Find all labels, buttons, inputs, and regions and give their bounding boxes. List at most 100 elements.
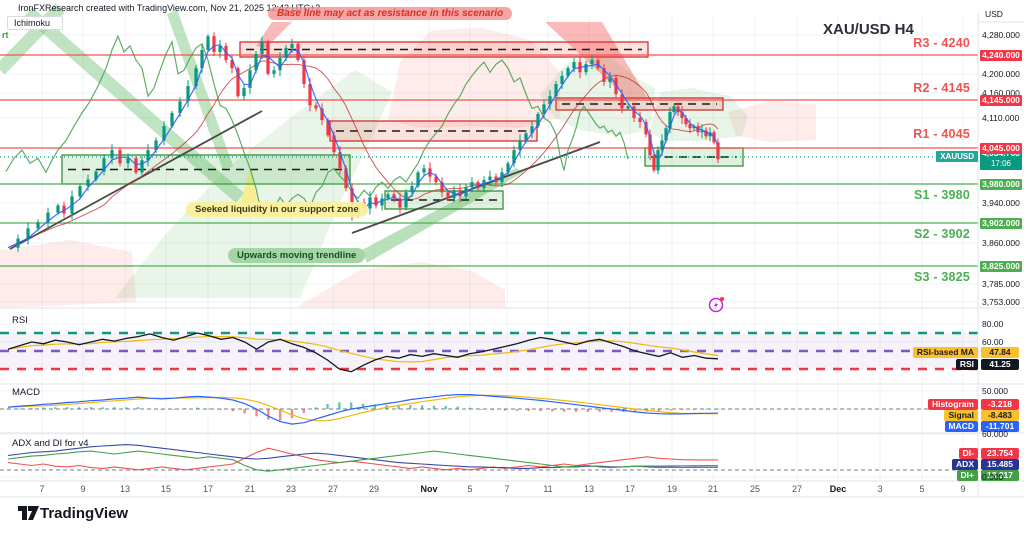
- candle-body: [248, 70, 252, 89]
- rsi-tick-label: 60.00: [982, 337, 1004, 347]
- legend-fragment: rt: [2, 30, 9, 40]
- candle-body: [154, 140, 158, 151]
- trendline: [351, 141, 601, 234]
- level-label-r3: R3 - 4240: [913, 36, 970, 50]
- candle-body: [254, 53, 258, 71]
- time-axis-label: 27: [791, 484, 803, 494]
- indicator-legend-ichimoku[interactable]: Ichimoku: [7, 16, 64, 30]
- price-tick-label: 4,110.000: [982, 113, 1020, 123]
- candle-body: [530, 126, 534, 134]
- candle-body: [302, 60, 306, 84]
- candle-body: [206, 36, 210, 50]
- rsi-label: RSI: [955, 359, 978, 370]
- level-label-s2: S2 - 3902: [913, 227, 970, 241]
- panel-title-macd[interactable]: MACD: [12, 387, 40, 398]
- candle-body: [554, 83, 558, 97]
- level-price-badge-s3: 3,825.000: [980, 261, 1022, 272]
- candle-body: [62, 205, 66, 214]
- candle-body: [308, 83, 312, 106]
- candle-body: [536, 113, 540, 127]
- callout-pointer: [240, 168, 258, 204]
- rsi-ma-value: 47.84: [981, 347, 1019, 358]
- attribution-text: IronFXResearch created with TradingView.…: [18, 3, 321, 13]
- macd-histogram-bar: [586, 409, 590, 412]
- adx-dip-label: DI+: [956, 470, 978, 481]
- tradingview-logo-icon[interactable]: [18, 506, 40, 522]
- candle-body: [78, 186, 82, 197]
- candle-body: [212, 36, 216, 52]
- level-label-s3: S3 - 3825: [913, 270, 970, 284]
- callout-liquidity-support[interactable]: Seeked liquidity in our support zone: [186, 202, 368, 217]
- candle-body: [278, 58, 282, 71]
- time-axis-label: 17: [202, 484, 214, 494]
- candle-body: [660, 140, 664, 151]
- macd-hist-label: Histogram: [927, 399, 978, 410]
- candle-body: [680, 111, 684, 119]
- macd-histogram-bar: [491, 409, 495, 411]
- time-axis-label: 13: [119, 484, 131, 494]
- tenkan-sen-line: [7, 44, 719, 249]
- candle-body: [518, 140, 522, 151]
- candle-body: [134, 158, 138, 173]
- macd-histogram-bar: [65, 407, 69, 409]
- macd-histogram-bar: [18, 408, 22, 410]
- macd-histogram-bar: [231, 409, 235, 412]
- macd-histogram-bar: [361, 403, 365, 409]
- macd-histogram-bar: [255, 409, 258, 417]
- candle-body: [56, 205, 60, 213]
- macd-signal-line: [7, 394, 719, 422]
- macd-histogram-bar: [539, 409, 542, 412]
- candle-body: [652, 155, 656, 171]
- time-axis-label: 23: [285, 484, 297, 494]
- macd-histogram-bar: [219, 409, 223, 410]
- price-tick-label: 4,200.000: [982, 69, 1020, 79]
- candle-body: [644, 122, 648, 135]
- callout-baseline-resistance[interactable]: Base line may act as resistance in this …: [268, 7, 513, 20]
- level-price-badge-r3: 4,240.000: [980, 50, 1022, 61]
- candle-body: [236, 68, 240, 97]
- macd-histogram-bar: [314, 407, 317, 409]
- macd-histogram-bar: [290, 409, 294, 419]
- tradingview-brand[interactable]: TradingView: [40, 505, 129, 522]
- time-axis-label: 25: [749, 484, 761, 494]
- candle-body: [572, 62, 576, 69]
- time-axis-label: 5: [467, 484, 473, 494]
- candle-body: [440, 182, 444, 193]
- macd-histogram-bar: [148, 408, 152, 410]
- adx-line: [7, 444, 718, 469]
- macd-label: MACD: [944, 421, 978, 432]
- candle-body: [632, 106, 636, 119]
- panel-title-adx[interactable]: ADX and DI for v4: [12, 438, 89, 449]
- candle-body: [656, 150, 660, 171]
- candle-body: [26, 228, 30, 239]
- panel-title-rsi[interactable]: RSI: [12, 315, 28, 326]
- time-axis-label: Dec: [829, 484, 847, 494]
- candle-body: [332, 135, 336, 153]
- macd-histogram-bar: [338, 402, 341, 409]
- level-price-badge-r1: 4,045.000: [980, 143, 1022, 154]
- macd-histogram-bar: [243, 409, 246, 414]
- dip-line: [7, 450, 718, 472]
- time-axis-label: 17: [624, 484, 636, 494]
- adx-dim-label: DI-: [958, 448, 978, 459]
- time-axis-label: Nov: [420, 484, 438, 494]
- candle-body: [648, 134, 652, 156]
- candle-body: [162, 126, 166, 141]
- macd-histogram-bar: [598, 409, 601, 412]
- macd-histogram-bar: [207, 408, 211, 410]
- level-price-badge-s1: 3,980.000: [980, 179, 1022, 190]
- rsi-value: 41.25: [981, 359, 1019, 370]
- callout-upwards-trendline[interactable]: Upwards moving trendline: [228, 248, 366, 263]
- macd-line: [7, 394, 719, 425]
- axis-unit-label[interactable]: USD: [985, 9, 1003, 19]
- adx-dip-value: 13.317: [981, 470, 1019, 481]
- candle-body: [194, 68, 198, 87]
- candle-body: [602, 68, 606, 82]
- resistance-zone: [329, 120, 538, 142]
- candle-body: [380, 198, 384, 206]
- candle-body: [620, 94, 624, 109]
- candle-body: [542, 104, 546, 114]
- macd-histogram-bar: [657, 409, 661, 412]
